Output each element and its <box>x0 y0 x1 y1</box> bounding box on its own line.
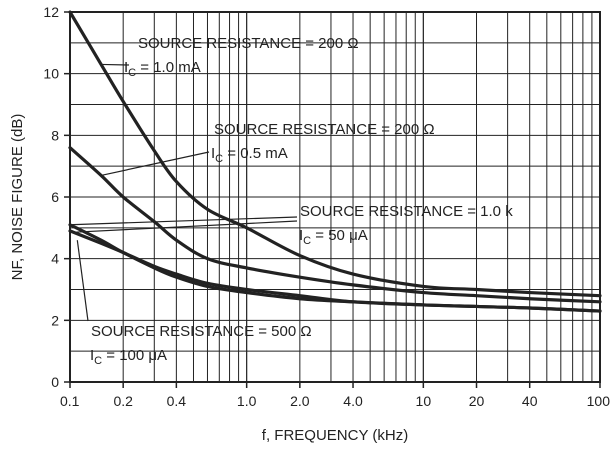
annotations: SOURCE RESISTANCE = 200 ΩIC = 1.0 mASOUR… <box>69 35 513 367</box>
annotation-resistance: SOURCE RESISTANCE = 1.0 k <box>300 203 513 220</box>
annotation-current: IC = 1.0 mA <box>124 59 201 79</box>
annotation-leader-line <box>69 220 298 234</box>
annotation-leader-line <box>100 151 210 177</box>
series-group <box>68 10 602 313</box>
x-tick-label: 40 <box>522 393 538 409</box>
y-tick-label: 8 <box>51 127 59 143</box>
annotation-current: IC = 0.5 mA <box>211 145 288 165</box>
annotation-curve-500ohm-100ua: SOURCE RESISTANCE = 500 Ω IC = 100 μA <box>76 240 312 367</box>
annotation-current: IC = 50 μA <box>299 227 368 247</box>
x-tick-label: 10 <box>416 393 432 409</box>
annotation-curve-1k-50ua: SOURCE RESISTANCE = 1.0 k IC = 50 μA <box>69 203 513 247</box>
series-line-curve-500ohm-100ua <box>68 229 602 313</box>
annotation-leader-line <box>76 240 89 322</box>
x-tick-label: 0.2 <box>113 393 133 409</box>
annotation-leader-line <box>101 63 130 66</box>
x-tick-label: 100 <box>587 393 611 409</box>
annotation-curve-200ohm-0p5ma: SOURCE RESISTANCE = 200 Ω IC = 0.5 mA <box>100 121 435 177</box>
x-tick-label: 2.0 <box>290 393 310 409</box>
y-tick-label: 2 <box>51 312 59 328</box>
y-tick-label: 10 <box>43 66 59 82</box>
annotation-resistance: SOURCE RESISTANCE = 200 Ω <box>138 35 359 52</box>
x-tick-label: 20 <box>469 393 485 409</box>
series-line-curve-200ohm-1ma <box>68 10 602 298</box>
y-tick-label: 12 <box>43 4 59 20</box>
annotation-current: IC = 100 μA <box>90 347 167 367</box>
annotation-resistance: SOURCE RESISTANCE = 200 Ω <box>214 121 435 138</box>
x-axis-label: f, FREQUENCY (kHz) <box>262 427 408 444</box>
x-tick-label: 4.0 <box>343 393 363 409</box>
y-tick-label: 0 <box>51 374 59 390</box>
annotation-curve-200ohm-1ma: SOURCE RESISTANCE = 200 Ω IC = 1.0 mA <box>101 35 359 79</box>
x-tick-label: 0.4 <box>167 393 187 409</box>
y-axis-label: NF, NOISE FIGURE (dB) <box>9 114 26 281</box>
annotation-resistance: SOURCE RESISTANCE = 500 Ω <box>91 323 312 340</box>
y-tick-label: 4 <box>51 251 59 267</box>
x-tick-label: 1.0 <box>237 393 257 409</box>
series-line-curve-200ohm-0p5ma <box>68 146 602 304</box>
annotation-leader-line <box>69 216 298 226</box>
y-tick-label: 6 <box>51 189 59 205</box>
tick-labels: 0.1 0.2 0.4 1.0 2.0 4.0 10 20 40 100 0 2 4 6 8 10 12 <box>43 4 610 409</box>
x-tick-label: 0.1 <box>60 393 80 409</box>
